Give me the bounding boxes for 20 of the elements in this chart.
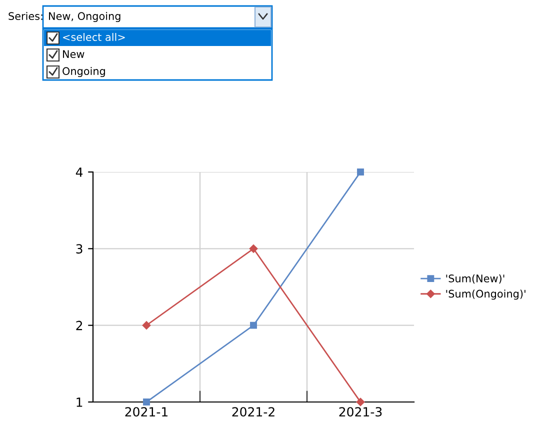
legend-label: 'Sum(New)' [446, 274, 504, 284]
point [143, 398, 150, 406]
point [250, 322, 257, 329]
y-tick-label: 4 [76, 168, 83, 177]
point [357, 168, 364, 176]
legend-label: 'Sum(Ongoing)' [446, 290, 526, 300]
point [356, 398, 365, 406]
text: <select all> [63, 32, 125, 42]
text: Series: [8, 12, 42, 20]
x-tick-label: 2021-1 [125, 407, 168, 417]
y-tick-label: 1 [76, 398, 82, 407]
point [142, 321, 151, 330]
x-tick-label: 2021-3 [339, 407, 382, 417]
text: Ongoing [62, 66, 105, 78]
text: New, Ongoing [49, 12, 120, 22]
text: New [63, 50, 84, 58]
x-tick-label: 2021-2 [232, 407, 274, 417]
y-tick-label: 3 [76, 244, 82, 254]
y-tick-label: 2 [76, 320, 82, 330]
point [249, 244, 258, 253]
